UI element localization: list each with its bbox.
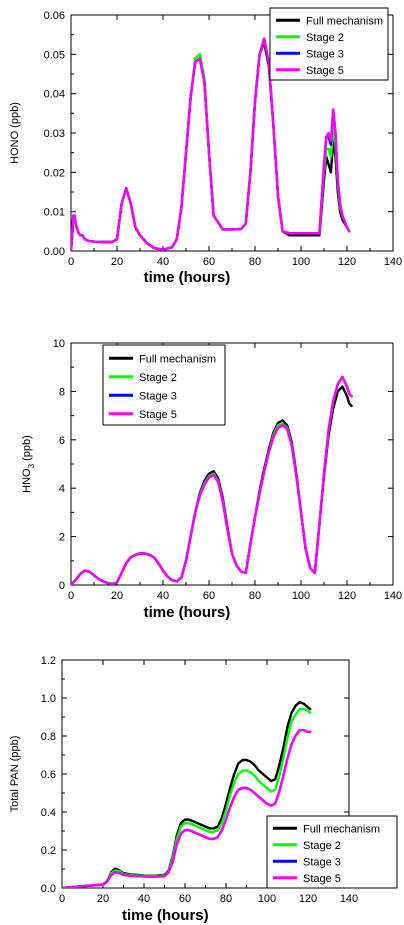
y-tick-label: 4 xyxy=(59,483,65,495)
x-tick-label: 140 xyxy=(384,256,402,268)
legend-label: Full mechanism xyxy=(303,823,380,835)
x-tick-label: 100 xyxy=(292,256,310,268)
x-tick-label: 60 xyxy=(179,893,191,905)
chart-panel-1: 0 20 40 60 80 100 120 140 0.00 0.01 0.02 0.03 0.04 0.… xyxy=(9,7,402,286)
x-tick-label: 0 xyxy=(59,893,65,905)
x-tick-label: 0 xyxy=(68,590,74,602)
y-tick-label: 0.05 xyxy=(44,49,65,61)
x-tick-label: 140 xyxy=(340,893,358,905)
x-tick-label: 100 xyxy=(292,590,310,602)
y-tick-label: 0.4 xyxy=(41,807,56,819)
legend-label: Stage 5 xyxy=(303,873,341,885)
y-tick-label: 1.0 xyxy=(41,693,56,705)
x-tick-label: 80 xyxy=(249,256,261,268)
x-tick-label: 20 xyxy=(111,590,123,602)
x-axis-title: time (hours) xyxy=(144,269,231,286)
series-line-stage-5 xyxy=(62,729,312,888)
y-axis-title-main: HNO xyxy=(21,468,33,493)
x-tick-label: 40 xyxy=(157,590,169,602)
y-tick-label: 0 xyxy=(59,580,65,592)
y-tick-label: 0.03 xyxy=(44,128,65,140)
legend-label: Stage 2 xyxy=(306,32,344,44)
x-tick-label: 20 xyxy=(97,893,109,905)
y-tick-label: 0.04 xyxy=(44,89,65,101)
x-axis-title: time (hours) xyxy=(144,604,231,621)
y-tick-label: 0.01 xyxy=(44,207,65,219)
x-tick-label: 140 xyxy=(384,590,402,602)
y-tick-label: 6 xyxy=(59,435,65,447)
x-tick-label: 20 xyxy=(111,256,123,268)
y-axis-title: HONO (ppb) xyxy=(9,102,21,164)
legend-label: Stage 2 xyxy=(139,372,177,384)
legend-label: Stage 5 xyxy=(306,65,344,77)
legend-label: Full mechanism xyxy=(139,353,216,365)
x-tick-label: 60 xyxy=(203,256,215,268)
y-tick-label: 0.2 xyxy=(41,845,56,857)
x-tick-label: 80 xyxy=(249,590,261,602)
y-tick-label: 8 xyxy=(59,386,65,398)
legend-label: Stage 3 xyxy=(306,48,344,60)
legend-label: Full mechanism xyxy=(306,15,383,27)
y-tick-label: 0.00 xyxy=(44,246,65,258)
x-tick-label: 120 xyxy=(338,590,356,602)
x-tick-label: 40 xyxy=(157,256,169,268)
legend-label: Stage 3 xyxy=(303,856,341,868)
y-axis-title: Total PAN (ppb) xyxy=(9,736,21,813)
legend: Full mechanism Stage 2 Stage 3 Stage 5 xyxy=(269,7,389,81)
x-tick-label: 60 xyxy=(203,590,215,602)
x-tick-label: 80 xyxy=(220,893,232,905)
y-tick-label: 0.6 xyxy=(41,769,56,781)
y-tick-label: 0.8 xyxy=(41,731,56,743)
legend-label: Stage 2 xyxy=(303,840,341,852)
y-axis-title-unit: (ppb) xyxy=(21,435,33,464)
x-tick-label: 40 xyxy=(138,893,150,905)
x-tick-label: 0 xyxy=(68,256,74,268)
y-axis-title-subscript: 3 xyxy=(27,463,36,468)
y-tick-label: 0.0 xyxy=(41,883,56,895)
series-line-stage-5 xyxy=(71,37,351,251)
legend-label: Stage 5 xyxy=(139,409,177,421)
x-tick-label: 120 xyxy=(299,893,317,905)
y-axis-title: HNO3 (ppb) xyxy=(21,435,36,493)
y-tick-label: 0.06 xyxy=(44,10,65,22)
x-axis-title: time (hours) xyxy=(122,907,209,924)
x-tick-label: 120 xyxy=(338,256,356,268)
series-line-stage-2 xyxy=(62,707,312,888)
chart-panel-3: 0 20 40 60 80 100 120 140 0.0 0.2 0.4 0.6 0.8 1.0 1.2 t… xyxy=(9,655,398,924)
y-tick-label: 0.02 xyxy=(44,167,65,179)
x-tick-label: 100 xyxy=(258,893,276,905)
legend: Full mechanism Stage 2 Stage 3 Stage 5 xyxy=(102,344,226,426)
y-tick-label: 10 xyxy=(53,338,65,350)
series-line-stage-5 xyxy=(71,375,353,585)
chart-panel-2: 0 20 40 60 80 100 120 140 0 2 4 6 8 10 time (hours) HNO… xyxy=(21,338,402,621)
legend-label: Stage 3 xyxy=(139,390,177,402)
legend: Full mechanism Stage 2 Stage 3 Stage 5 xyxy=(266,815,398,889)
y-tick-label: 1.2 xyxy=(41,655,56,667)
y-tick-label: 2 xyxy=(59,532,65,544)
